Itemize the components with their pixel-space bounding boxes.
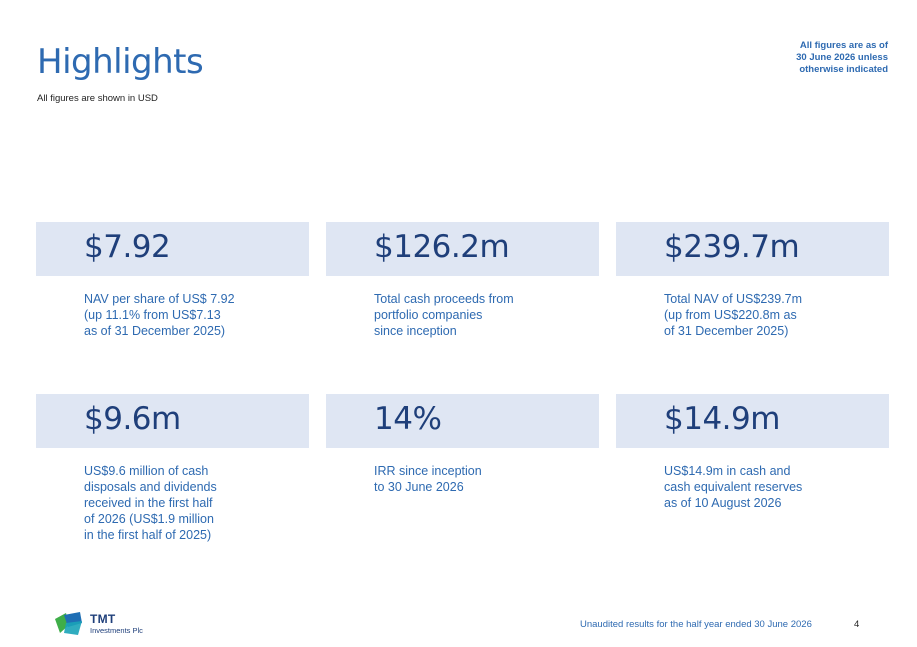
tile-description-line: as of 10 August 2026 [664, 496, 782, 510]
tile-value: $7.92 [84, 229, 171, 265]
page-title: Highlights [37, 42, 204, 82]
highlight-tile-total-nav: $239.7m Total NAV of US$239.7m (up from … [616, 222, 889, 339]
tile-description-line: US$14.9m in cash and [664, 464, 791, 478]
tile-description: US$14.9m in cash and cash equivalent res… [664, 463, 889, 511]
tile-description: US$9.6 million of cash disposals and div… [84, 463, 309, 543]
tile-description-line: (up 11.1% from US$7.13 [84, 308, 221, 322]
tile-description-line: to 30 June 2026 [374, 480, 464, 494]
as-of-note-line: All figures are as of [799, 40, 888, 51]
highlight-tile-nav-per-share: $7.92 NAV per share of US$ 7.92 (up 11.1… [36, 222, 309, 339]
tile-description-line: disposals and dividends [84, 480, 217, 494]
tile-description-line: received in the first half [84, 496, 213, 510]
tile-value: $14.9m [664, 401, 780, 437]
tile-description: IRR since inception to 30 June 2026 [374, 463, 599, 495]
footer-caption: Unaudited results for the half year ende… [580, 619, 812, 630]
tile-band: $9.6m [36, 394, 309, 448]
tile-description-line: of 31 December 2025) [664, 324, 789, 338]
tile-description-line: Total cash proceeds from [374, 292, 514, 306]
tile-band: 14% [326, 394, 599, 448]
page-subtitle: All figures are shown in USD [37, 93, 158, 104]
highlight-tile-irr: 14% IRR since inception to 30 June 2026 [326, 394, 599, 495]
company-logo: TMT Investments Plc [52, 609, 172, 639]
tile-band: $7.92 [36, 222, 309, 276]
as-of-note-line: 30 June 2026 unless [796, 52, 888, 63]
as-of-note: All figures are as of 30 June 2026 unles… [748, 40, 888, 76]
tile-description-line: Total NAV of US$239.7m [664, 292, 803, 306]
tile-description-line: NAV per share of US$ 7.92 [84, 292, 235, 306]
tile-description-line: US$9.6 million of cash [84, 464, 209, 478]
tile-description: Total NAV of US$239.7m (up from US$220.8… [664, 291, 889, 339]
tmt-logo-icon [55, 612, 82, 635]
tile-description-line: IRR since inception [374, 464, 482, 478]
tile-description: Total cash proceeds from portfolio compa… [374, 291, 599, 339]
highlight-tile-cash-proceeds: $126.2m Total cash proceeds from portfol… [326, 222, 599, 339]
tile-value: $239.7m [664, 229, 800, 265]
tile-value: $9.6m [84, 401, 181, 437]
tile-description-line: cash equivalent reserves [664, 480, 803, 494]
tile-band: $239.7m [616, 222, 889, 276]
tile-band: $126.2m [326, 222, 599, 276]
page-number: 4 [854, 619, 860, 630]
highlight-tile-disposals: $9.6m US$9.6 million of cash disposals a… [36, 394, 309, 543]
tile-value: $126.2m [374, 229, 510, 265]
highlight-tile-cash-reserves: $14.9m US$14.9m in cash and cash equival… [616, 394, 889, 511]
tile-description: NAV per share of US$ 7.92 (up 11.1% from… [84, 291, 309, 339]
tile-band: $14.9m [616, 394, 889, 448]
tile-description-line: of 2026 (US$1.9 million [84, 512, 214, 526]
tile-description-line: since inception [374, 324, 457, 338]
tile-description-line: in the first half of 2025) [84, 528, 212, 542]
logo-subtext: Investments Plc [90, 626, 143, 635]
tile-description-line: as of 31 December 2025) [84, 324, 226, 338]
as-of-note-line: otherwise indicated [799, 64, 888, 75]
tile-description-line: portfolio companies [374, 308, 483, 322]
tile-value: 14% [374, 401, 442, 437]
logo-wordmark: TMT [90, 612, 116, 626]
tile-description-line: (up from US$220.8m as [664, 308, 797, 322]
logo-shape-teal [64, 621, 82, 635]
